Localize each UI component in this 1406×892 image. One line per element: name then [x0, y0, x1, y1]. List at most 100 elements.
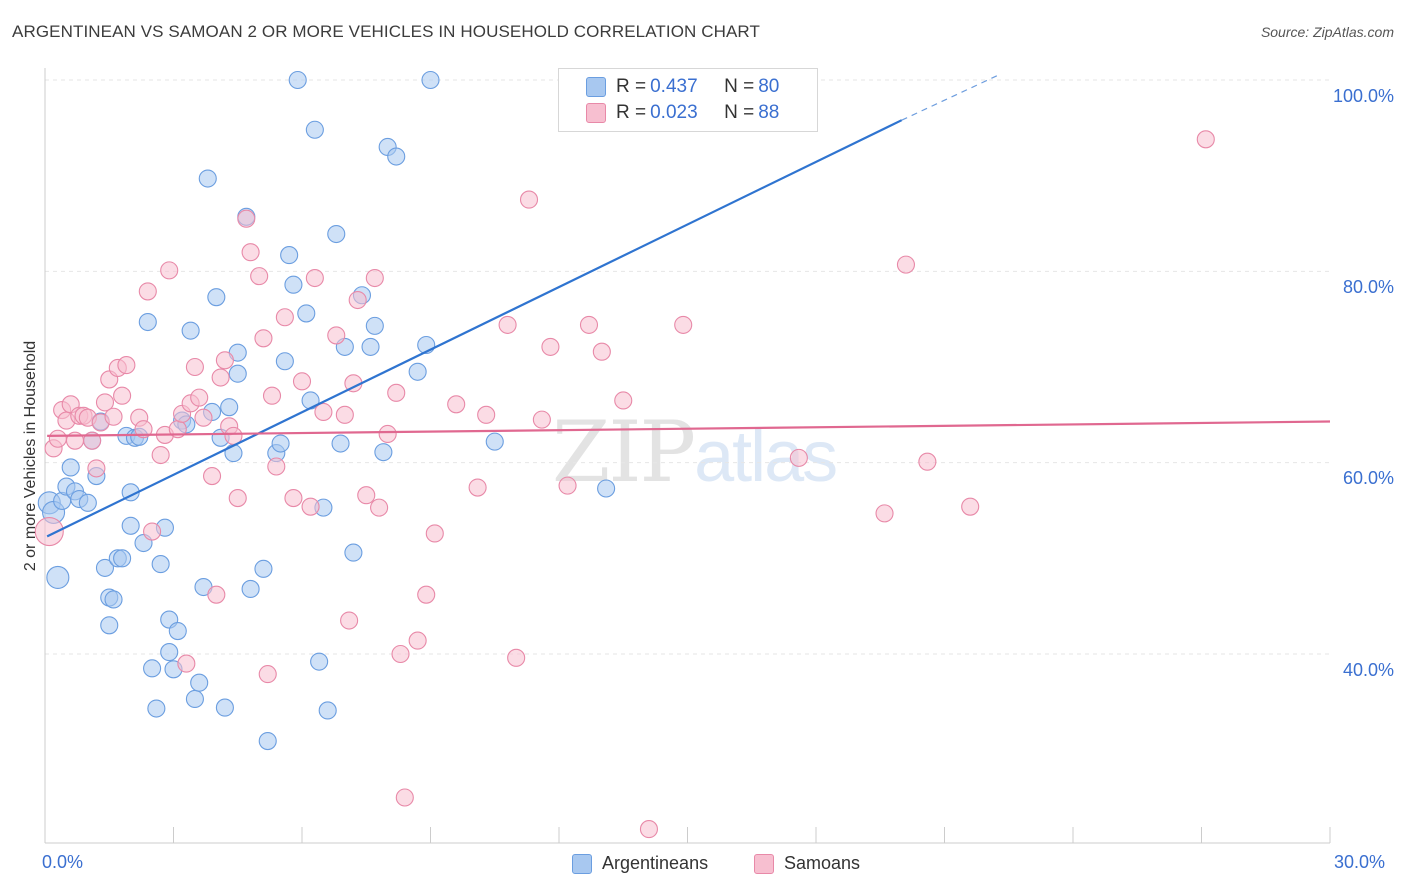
y-tick-label: 60.0%: [1342, 468, 1394, 488]
samoan-point: [301, 497, 320, 516]
argentinean-point: [121, 516, 140, 535]
argentinean-point: [207, 288, 226, 307]
legend-row-argentineans: R = 0.437 N = 80: [586, 75, 779, 99]
samoan-point: [674, 315, 693, 334]
samoan-point: [194, 408, 213, 427]
argentinean-point: [185, 689, 204, 709]
n-label: N =: [724, 102, 755, 123]
argentinean-point: [271, 434, 290, 453]
r-value: 0.023: [650, 102, 698, 123]
samoan-point: [468, 478, 487, 497]
source-label: Source: ZipAtlas.com: [1260, 24, 1394, 40]
r-value: 0.437: [650, 76, 698, 97]
samoan-point: [34, 516, 64, 547]
argentinean-point: [327, 224, 346, 244]
x-tick-label-max: 30.0%: [1334, 852, 1386, 872]
blue-swatch: [572, 853, 592, 874]
samoan-point: [918, 452, 937, 471]
samoan-point: [138, 282, 157, 301]
n-value: 80: [758, 76, 780, 97]
argentinean-point: [305, 120, 324, 139]
argentinean-point: [215, 698, 234, 717]
samoan-point: [177, 654, 196, 673]
legend-item-argentineans[interactable]: Argentineans: [572, 853, 708, 874]
samoan-point: [284, 489, 303, 508]
samoan-point: [87, 459, 106, 478]
legend-label: Samoans: [784, 853, 861, 873]
argentinean-point: [46, 565, 70, 590]
samoan-point: [541, 337, 560, 356]
n-value: 88: [758, 102, 780, 123]
argentinean-point: [284, 275, 303, 294]
samoan-point: [190, 388, 209, 407]
samoan-point: [532, 410, 551, 429]
samoan-point: [48, 429, 67, 448]
samoan-point: [614, 391, 633, 410]
samoan-point: [143, 522, 162, 541]
argentinean-point: [408, 362, 427, 381]
samoan-point: [387, 383, 406, 402]
argentinean-point: [365, 316, 384, 335]
argentinean-point: [143, 659, 162, 678]
r-label: R =: [616, 102, 647, 123]
blue-swatch: [586, 77, 606, 97]
samoan-point: [305, 268, 324, 288]
samoan-point: [237, 209, 256, 228]
samoan-point: [579, 315, 599, 334]
samoan-point: [519, 190, 539, 209]
samoan-point: [241, 243, 260, 262]
samoan-point: [113, 386, 132, 405]
argentinean-point: [160, 643, 179, 662]
stats-legend: R = 0.437 N = 80 R = 0.023 N = 88: [558, 68, 818, 132]
pink-swatch: [586, 103, 606, 123]
argentinean-point: [374, 443, 393, 462]
samoan-point: [151, 445, 170, 465]
samoan-point: [203, 467, 222, 486]
argentinean-point: [224, 444, 243, 463]
argentinean-point: [310, 652, 329, 671]
samoan-point: [395, 788, 414, 807]
argentinean-point: [318, 701, 337, 720]
samoan-point: [447, 395, 466, 414]
samoan-point: [262, 386, 282, 405]
watermark-atlas: atlas: [694, 417, 838, 497]
argentinean-trendline: [46, 119, 903, 538]
argentinean-point: [331, 434, 350, 453]
samoan-point: [104, 407, 123, 426]
argentinean-point: [151, 555, 170, 574]
argentinean-point: [198, 169, 217, 188]
r-label: R =: [616, 76, 647, 97]
argentinean-point: [241, 579, 260, 598]
samoan-point: [134, 420, 153, 439]
samoan-point: [258, 665, 277, 684]
samoan-point: [254, 329, 273, 348]
samoan-point: [498, 315, 517, 334]
samoan-point: [789, 448, 808, 467]
argentinean-point: [421, 70, 440, 90]
samoan-point: [185, 357, 204, 377]
samoan-point: [250, 267, 269, 286]
argentinean-point: [78, 493, 97, 512]
argentinean-point: [95, 558, 115, 577]
argentinean-point: [100, 616, 119, 635]
series-legend: Argentineans Samoans: [0, 853, 1406, 877]
legend-row-samoans: R = 0.023 N = 88: [586, 101, 779, 125]
y-axis-label: 2 or more Vehicles in Household: [22, 340, 39, 572]
samoan-point: [267, 457, 286, 476]
samoan-point: [477, 405, 496, 424]
legend-item-samoans[interactable]: Samoans: [754, 853, 860, 874]
y-tick-label: 80.0%: [1342, 277, 1394, 297]
argentinean-point: [228, 364, 247, 383]
argentinean-point: [387, 147, 406, 166]
samoan-point: [340, 611, 359, 630]
argentinean-point: [275, 352, 294, 371]
samoan-point: [348, 290, 367, 310]
samoan-point: [417, 585, 436, 604]
argentinean-point: [297, 304, 316, 323]
legend-label: Argentineans: [602, 853, 709, 873]
argentinean-point: [597, 479, 616, 498]
samoan-point: [314, 402, 333, 422]
samoan-point: [228, 489, 247, 508]
samoan-point: [275, 308, 294, 327]
n-label: N =: [724, 76, 755, 97]
